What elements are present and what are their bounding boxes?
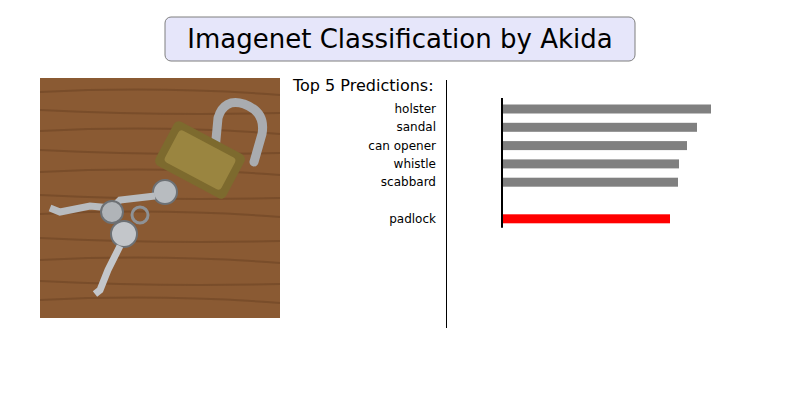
wood-grain [40, 298, 280, 303]
category-label: holster [394, 102, 436, 116]
wood-grain [40, 281, 280, 285]
bar [502, 159, 679, 168]
bar [502, 105, 711, 114]
key-head [153, 180, 177, 204]
wood-grain [40, 212, 280, 217]
key-head [101, 201, 123, 223]
wood-grain [40, 110, 280, 114]
wood-background [40, 78, 280, 318]
x-axis-extent [502, 227, 752, 228]
category-label: whistle [394, 157, 436, 171]
title-box [165, 17, 635, 61]
key-head [111, 221, 137, 247]
bar [502, 141, 687, 150]
category-label: scabbard [381, 175, 436, 189]
wood-grain [40, 258, 280, 263]
wood-grain [40, 238, 280, 242]
title: Imagenet Classification by Akida [187, 24, 612, 54]
category-label: can opener [368, 139, 436, 153]
bars [502, 105, 711, 224]
category-label: padlock [389, 212, 436, 226]
input-image [40, 78, 280, 318]
key-ring [132, 207, 148, 223]
wood-grain [40, 90, 280, 95]
lock-face [163, 129, 236, 191]
wood-grain [40, 170, 280, 175]
frame-line [446, 80, 447, 328]
chart: Imagenet Classification by Akida Top 5 Pr… [0, 0, 800, 400]
subtitle: Top 5 Predictions: [292, 76, 434, 95]
bar [502, 123, 697, 132]
y-axis [501, 98, 503, 228]
bar [502, 214, 670, 223]
key-blade [95, 246, 120, 294]
bar [502, 178, 678, 187]
wood-grain [40, 129, 280, 134]
category-label: sandal [396, 120, 436, 134]
